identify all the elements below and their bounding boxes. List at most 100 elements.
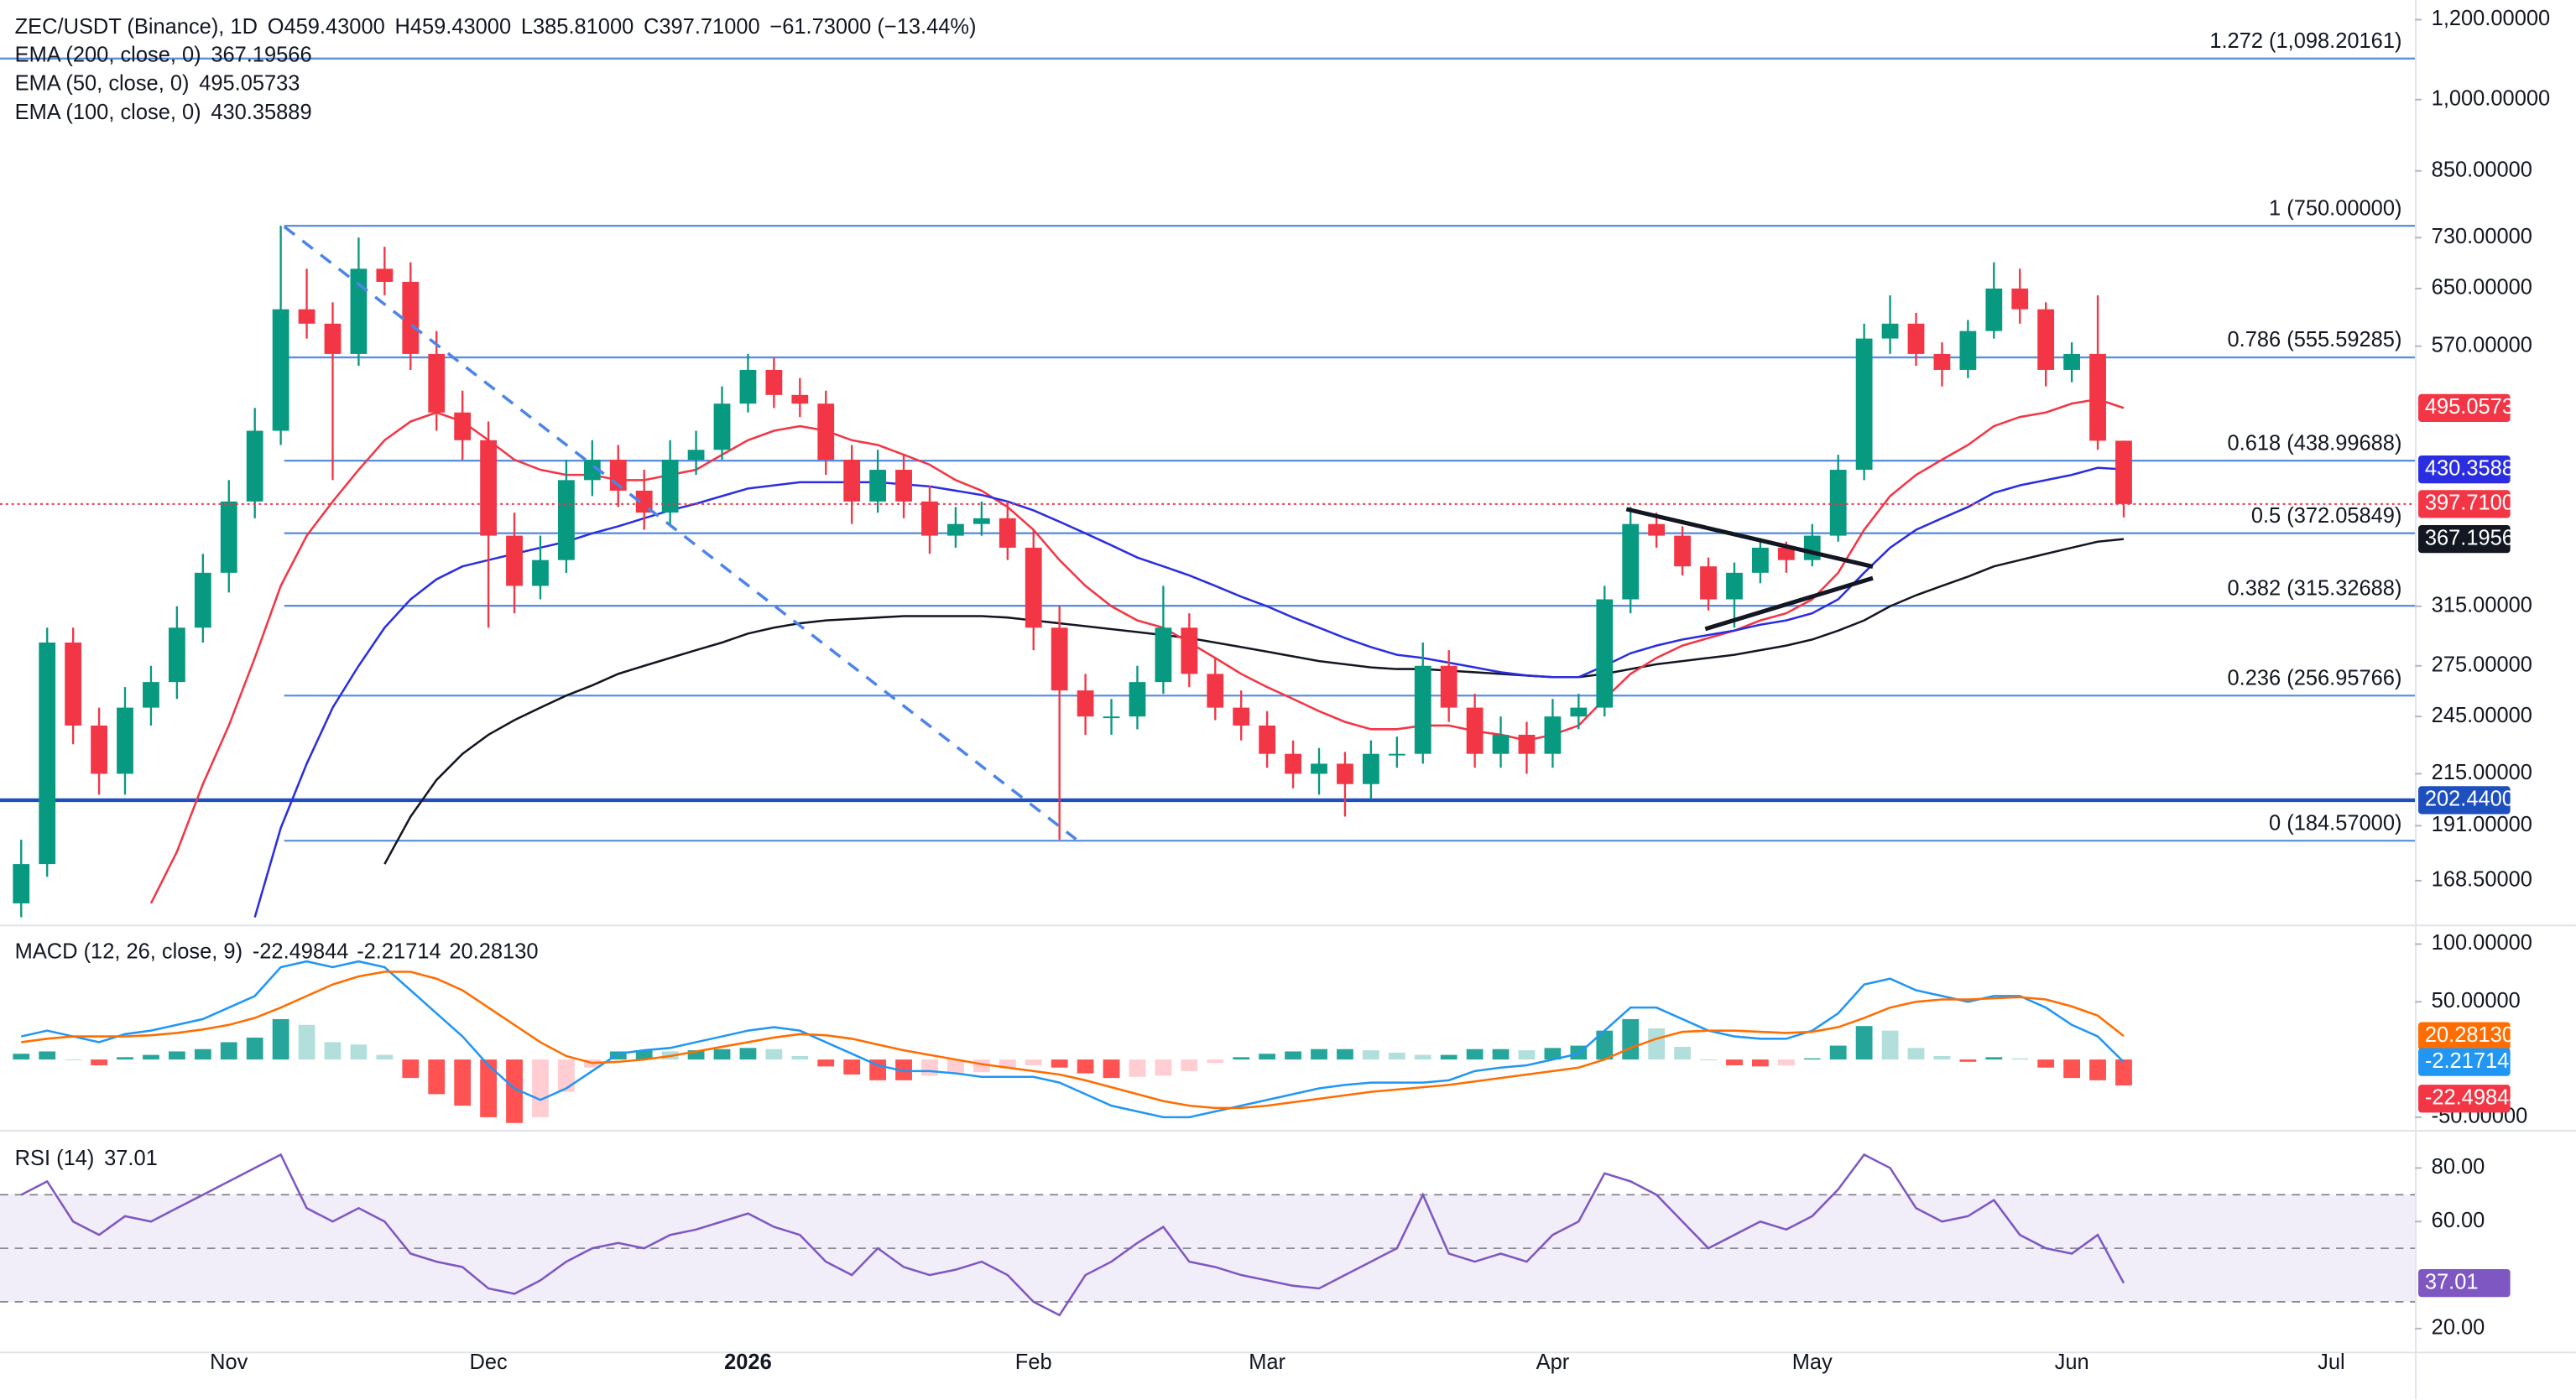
candle-body xyxy=(1829,470,1847,536)
candle-body xyxy=(1362,753,1379,784)
histogram-bar xyxy=(1129,1059,1146,1077)
candle-body xyxy=(350,268,368,354)
candle-body xyxy=(532,559,549,586)
y-tick-label: 191.00000 xyxy=(2432,813,2532,836)
candle-body xyxy=(117,707,133,774)
candle-body xyxy=(402,282,420,354)
candle-body xyxy=(324,323,342,354)
histogram-bar xyxy=(1103,1059,1120,1079)
y-tick-label: 650.00000 xyxy=(2432,276,2532,299)
price-tag-label: 495.05733 xyxy=(2425,395,2526,419)
histogram-bar xyxy=(1881,1030,1899,1060)
candle-body xyxy=(791,394,809,404)
legend-value: -22.49844 xyxy=(253,939,349,963)
price-tag-box xyxy=(2418,1085,2511,1113)
price-tag-box xyxy=(2418,786,2511,814)
candle-body xyxy=(1285,753,1301,774)
candle-body xyxy=(1648,523,1666,536)
candle-body xyxy=(739,369,757,404)
histogram-bar xyxy=(2037,1059,2055,1068)
candle-body xyxy=(298,309,315,324)
candle-body xyxy=(1311,763,1327,774)
histogram-bar xyxy=(1518,1050,1536,1060)
histogram-bar xyxy=(2089,1059,2106,1080)
candle-body xyxy=(2089,353,2106,441)
histogram-bar xyxy=(506,1059,523,1123)
y-tick-label: 315.00000 xyxy=(2432,593,2532,617)
ohlc-label: O459.43000 xyxy=(268,15,385,39)
candle-body xyxy=(635,490,653,513)
histogram-bar xyxy=(91,1059,107,1065)
histogram-bar xyxy=(1985,1057,2003,1060)
histogram-bar xyxy=(117,1057,133,1060)
histogram-bar xyxy=(1077,1059,1094,1074)
price-tag: 37.01 xyxy=(2418,1268,2511,1298)
histogram-bar xyxy=(1959,1059,1977,1062)
histogram-bar xyxy=(947,1059,964,1074)
histogram-bar xyxy=(194,1049,211,1060)
price-tag: -22.49844 xyxy=(2418,1085,2521,1113)
candle-body xyxy=(1544,716,1562,754)
histogram-bar xyxy=(1492,1049,1510,1060)
histogram-bar xyxy=(1155,1059,1172,1076)
macd-pane xyxy=(13,960,2132,1123)
candle-body xyxy=(1259,725,1276,754)
candle-body xyxy=(1103,716,1120,719)
fib-label: 1.272 (1,098.20161) xyxy=(2209,29,2401,53)
price-tag-box xyxy=(2418,1022,2511,1050)
histogram-bar xyxy=(1700,1059,1717,1061)
fib-label: 0.236 (256.95766) xyxy=(2228,666,2402,690)
histogram-bar xyxy=(454,1059,472,1106)
price-tag: 20.28130 xyxy=(2418,1022,2514,1050)
drawings xyxy=(283,225,1874,841)
candle-body xyxy=(1726,572,1743,600)
y-tick-label: 215.00000 xyxy=(2432,761,2532,784)
pane-title: RSI (14) xyxy=(15,1147,95,1170)
y-tick-label: 245.00000 xyxy=(2432,704,2532,727)
price-tag-label: 202.44000 xyxy=(2425,788,2526,811)
y-tick-label: 100.00000 xyxy=(2432,931,2532,955)
ohlc-label: C397.71000 xyxy=(644,15,760,39)
x-tick-label: Mar xyxy=(1249,1351,1285,1374)
ema-line xyxy=(149,398,2125,904)
histogram-bar xyxy=(532,1059,549,1117)
histogram-bar xyxy=(324,1042,342,1060)
candle-body xyxy=(1233,707,1250,726)
candle-body xyxy=(1803,535,1821,560)
fib-label: 1 (750.00000) xyxy=(2269,196,2401,220)
fib-label: 0.786 (555.59285) xyxy=(2228,328,2402,351)
candle-body xyxy=(869,470,887,502)
y-tick-label: 850.00000 xyxy=(2432,158,2532,181)
histogram-bar xyxy=(1726,1059,1743,1065)
candle-body xyxy=(843,460,861,502)
histogram-bar xyxy=(39,1051,56,1060)
candle-body xyxy=(558,480,575,560)
x-tick-label: May xyxy=(1792,1351,1833,1374)
signal-line xyxy=(21,971,2125,1110)
histogram-bar xyxy=(168,1051,185,1060)
histogram-bar xyxy=(921,1059,938,1076)
histogram-bar xyxy=(1388,1052,1405,1060)
candle-body xyxy=(39,642,56,865)
price-tag-box xyxy=(2418,1048,2511,1076)
histogram-bar xyxy=(1233,1057,1250,1060)
price-tag-box xyxy=(2418,490,2511,518)
histogram-bar xyxy=(1596,1030,1614,1060)
histogram-bar xyxy=(246,1037,263,1060)
histogram-bar xyxy=(895,1059,912,1080)
histogram-bar xyxy=(2115,1059,2132,1086)
candle-body xyxy=(1700,566,1717,600)
candle-body xyxy=(1674,535,1691,567)
candle-body xyxy=(2037,309,2055,370)
candle-body xyxy=(921,501,938,536)
legend-value: -2.21714 xyxy=(357,939,441,963)
legend-value: 37.01 xyxy=(104,1147,158,1170)
ema-line xyxy=(383,538,2125,865)
price-tag: -2.21714 xyxy=(2418,1048,2511,1076)
rsi-pane xyxy=(0,1153,2416,1317)
y-tick-label: 60.00 xyxy=(2432,1209,2485,1232)
histogram-bar xyxy=(1933,1055,1951,1060)
candle-body xyxy=(194,572,211,628)
candle-body xyxy=(1025,547,1042,628)
